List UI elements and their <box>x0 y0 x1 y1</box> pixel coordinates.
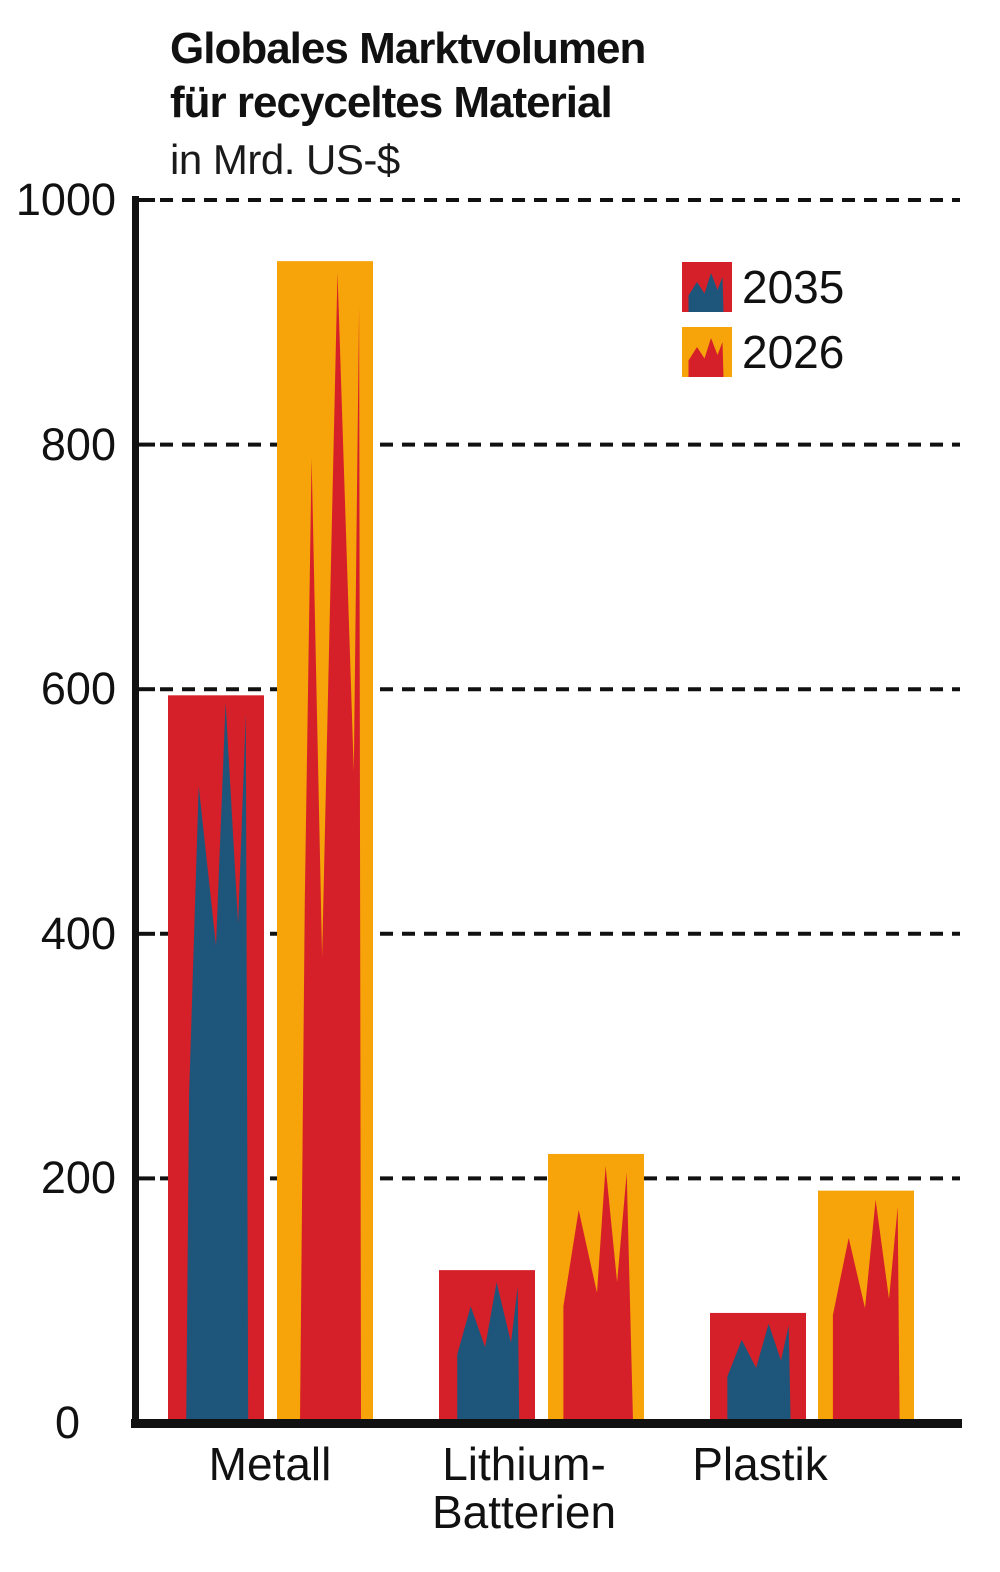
y-axis-label-400: 400 <box>40 908 116 959</box>
flame-metall-2035 <box>186 702 249 1421</box>
chart-unit-subtitle: in Mrd. US-$ <box>170 136 400 183</box>
flame-metall-2026 <box>300 272 361 1422</box>
chart-title-line1: Globales Marktvolumen <box>170 24 646 73</box>
x-axis-label-metall: Metall <box>208 1438 332 1490</box>
y-axis-label-200: 200 <box>40 1152 116 1203</box>
x-axis-label-lithium-line2: Batterien <box>431 1486 617 1538</box>
axis-tick-1000 <box>136 198 155 202</box>
flame-lithium-batterien-2035 <box>457 1282 520 1421</box>
y-axis-line <box>132 196 139 1428</box>
x-axis-label-plastik: Plastik <box>692 1438 828 1490</box>
axis-tick-800 <box>136 442 155 447</box>
legend-flame-icon-2026 <box>688 338 724 377</box>
flame-lithium-batterien-2026 <box>563 1166 633 1421</box>
axis-tick-600 <box>136 687 155 692</box>
chart-title-line2: für recyceltes Material <box>170 78 613 127</box>
x-axis-label-lithium-line1: Lithium- <box>442 1438 606 1490</box>
flame-plastik-2035 <box>727 1323 791 1421</box>
legend-label-2035: 2035 <box>742 261 845 313</box>
legend-label-2026: 2026 <box>742 326 845 378</box>
axis-tick-200 <box>136 1176 155 1181</box>
y-axis-label-1000: 1000 <box>15 174 116 225</box>
legend-flame-icon-2035 <box>688 273 724 312</box>
axis-tick-400 <box>136 931 155 936</box>
y-axis-label-600: 600 <box>40 663 116 714</box>
flame-plastik-2026 <box>832 1199 900 1421</box>
x-axis-line <box>131 1419 962 1428</box>
y-axis-label-800: 800 <box>40 419 116 470</box>
y-axis-label-0: 0 <box>54 1397 80 1448</box>
